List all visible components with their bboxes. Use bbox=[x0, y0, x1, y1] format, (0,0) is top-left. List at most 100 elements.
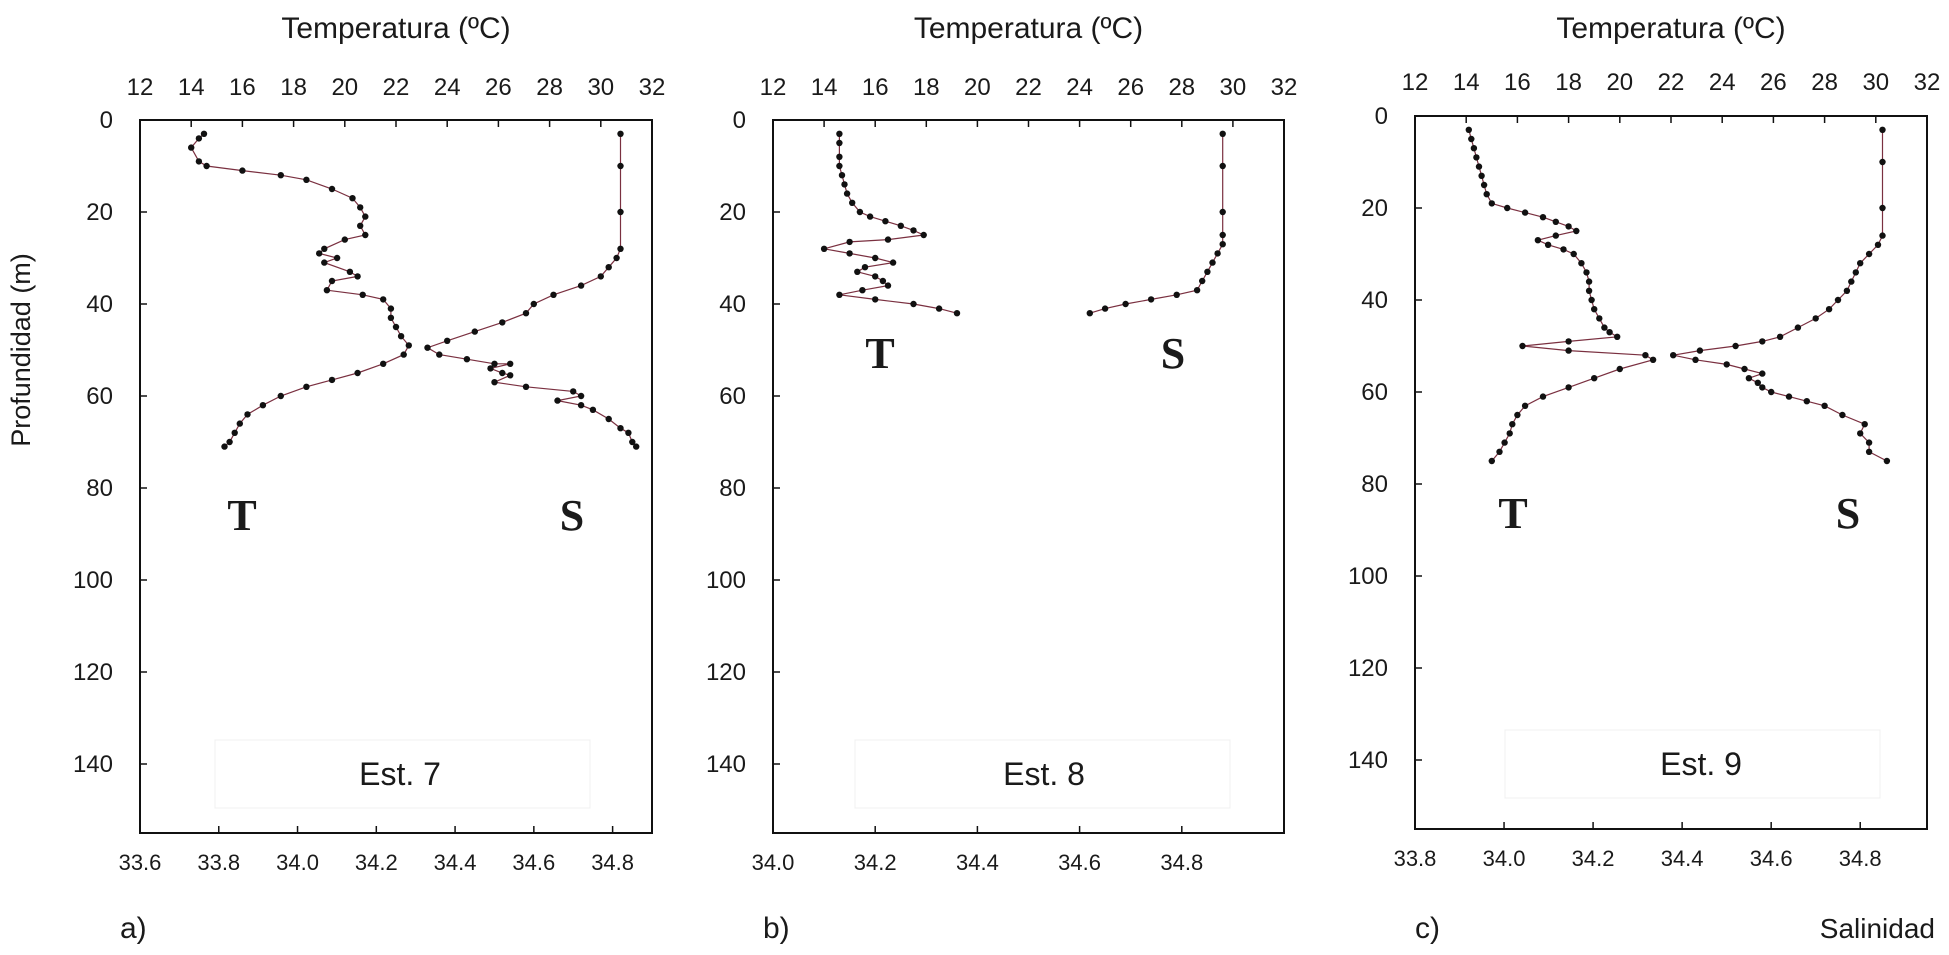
temperature-data-point bbox=[316, 250, 323, 257]
salinity-tick-label: 33.8 bbox=[197, 850, 240, 875]
temperature-data-point bbox=[1565, 223, 1572, 230]
temperature-tick-label: 32 bbox=[1271, 74, 1298, 101]
temperature-data-point bbox=[387, 305, 395, 312]
temperature-tick-label: 30 bbox=[1220, 74, 1247, 101]
temperature-tick-label: 30 bbox=[1862, 69, 1889, 96]
salinity-data-point bbox=[1219, 162, 1226, 170]
salinity-data-point bbox=[605, 264, 612, 271]
plot-frame bbox=[139, 119, 653, 834]
temperature-tick-label: 26 bbox=[1760, 69, 1787, 96]
temperature-profile-line bbox=[1468, 129, 1655, 462]
temperature-tick-label: 18 bbox=[913, 74, 940, 101]
depth-tick-label: 100 bbox=[1348, 563, 1388, 590]
salinity-data-point bbox=[1843, 287, 1851, 294]
salinity-data-point bbox=[617, 245, 624, 252]
temperature-axis-title: Temperatura (ºC) bbox=[281, 12, 510, 45]
salinity-data-point bbox=[1101, 305, 1109, 312]
temperature-data-point bbox=[841, 181, 848, 188]
salinity-data-point bbox=[1759, 384, 1766, 391]
salinity-tick-label: 34.8 bbox=[1160, 850, 1203, 875]
temperature-tick-label: 22 bbox=[383, 74, 410, 101]
temperature-data-point bbox=[866, 213, 874, 220]
temperature-data-point bbox=[1616, 365, 1624, 373]
temperature-data-point bbox=[236, 420, 243, 427]
temperature-data-point bbox=[1468, 135, 1475, 143]
salinity-data-point bbox=[1821, 402, 1828, 409]
salinity-data-point bbox=[1879, 158, 1886, 166]
salinity-data-point bbox=[424, 344, 431, 351]
salinity-series-label: S bbox=[1161, 329, 1185, 378]
temperature-data-point bbox=[882, 218, 889, 225]
salinity-data-point bbox=[1794, 324, 1802, 331]
salinity-data-point bbox=[522, 383, 530, 390]
temperature-tick-label: 28 bbox=[1811, 69, 1838, 96]
salinity-tick-label: 34.4 bbox=[434, 850, 477, 875]
temperature-data-point bbox=[1552, 218, 1560, 225]
temperature-data-point bbox=[953, 310, 961, 317]
salinity-tick-label: 34.0 bbox=[276, 850, 319, 875]
temperature-data-point bbox=[1475, 163, 1483, 170]
salinity-data-point bbox=[1857, 260, 1864, 267]
temperature-data-point bbox=[362, 231, 369, 239]
salinity-data-point bbox=[1776, 333, 1784, 340]
temperature-tick-label: 28 bbox=[1168, 74, 1195, 101]
salinity-data-point bbox=[507, 372, 514, 379]
salinity-data-point bbox=[1839, 411, 1846, 419]
temperature-data-point bbox=[1573, 227, 1580, 235]
salinity-data-point bbox=[491, 379, 498, 386]
temperature-tick-label: 16 bbox=[1504, 69, 1531, 96]
depth-tick-label: 60 bbox=[86, 383, 113, 410]
temperature-data-point bbox=[354, 273, 361, 280]
salinity-data-point bbox=[444, 337, 451, 344]
temperature-data-point bbox=[846, 238, 853, 246]
temperature-data-point bbox=[239, 167, 246, 174]
temperature-data-point bbox=[838, 172, 846, 179]
temperature-data-point bbox=[328, 185, 336, 193]
salinity-tick-label: 34.2 bbox=[854, 850, 897, 875]
depth-tick-label: 80 bbox=[1361, 471, 1388, 498]
depth-tick-label: 40 bbox=[1361, 287, 1388, 314]
temperature-tick-label: 22 bbox=[1658, 69, 1685, 96]
depth-tick-label: 0 bbox=[733, 107, 746, 134]
temperature-tick-label: 30 bbox=[587, 74, 614, 101]
temperature-data-point bbox=[359, 291, 366, 298]
salinity-data-point bbox=[1219, 130, 1226, 137]
salinity-data-point bbox=[1785, 393, 1793, 400]
temperature-profile-line bbox=[190, 133, 410, 448]
temperature-series-label: T bbox=[227, 491, 256, 540]
temperature-data-point bbox=[1591, 375, 1598, 382]
temperature-data-point bbox=[349, 195, 356, 202]
salinity-data-point bbox=[1199, 277, 1206, 285]
temperature-data-point bbox=[861, 264, 869, 271]
plot-frame bbox=[1414, 115, 1928, 830]
temperature-data-point bbox=[836, 130, 843, 137]
salinity-data-point bbox=[570, 388, 577, 395]
panel-label: c) bbox=[1415, 912, 1440, 945]
temperature-data-point bbox=[1473, 154, 1480, 161]
temperature-data-point bbox=[859, 287, 866, 294]
salinity-data-point bbox=[1874, 241, 1882, 248]
plot-frame bbox=[772, 119, 1285, 834]
temperature-data-point bbox=[188, 144, 195, 151]
salinity-data-point bbox=[1193, 287, 1201, 294]
temperature-data-point bbox=[203, 162, 210, 170]
temperature-data-point bbox=[889, 259, 897, 266]
depth-tick-label: 140 bbox=[1348, 747, 1388, 774]
temperature-tick-label: 18 bbox=[280, 74, 307, 101]
salinity-tick-label: 34.2 bbox=[355, 850, 398, 875]
temperature-data-point bbox=[1521, 209, 1529, 216]
temperature-data-point bbox=[328, 376, 336, 384]
temperature-tick-label: 28 bbox=[536, 74, 563, 101]
salinity-data-point bbox=[1768, 388, 1775, 396]
depth-tick-label: 20 bbox=[719, 199, 746, 226]
temperature-data-point bbox=[910, 227, 917, 234]
salinity-data-point bbox=[1848, 278, 1855, 285]
temperature-data-point bbox=[1601, 324, 1608, 331]
temperature-data-point bbox=[1506, 430, 1513, 437]
temperature-data-point bbox=[303, 176, 310, 183]
temperature-data-point bbox=[843, 190, 851, 197]
temperature-data-point bbox=[333, 254, 341, 262]
depth-tick-label: 0 bbox=[100, 107, 113, 134]
temperature-data-point bbox=[920, 231, 927, 239]
salinity-data-point bbox=[1670, 352, 1677, 359]
